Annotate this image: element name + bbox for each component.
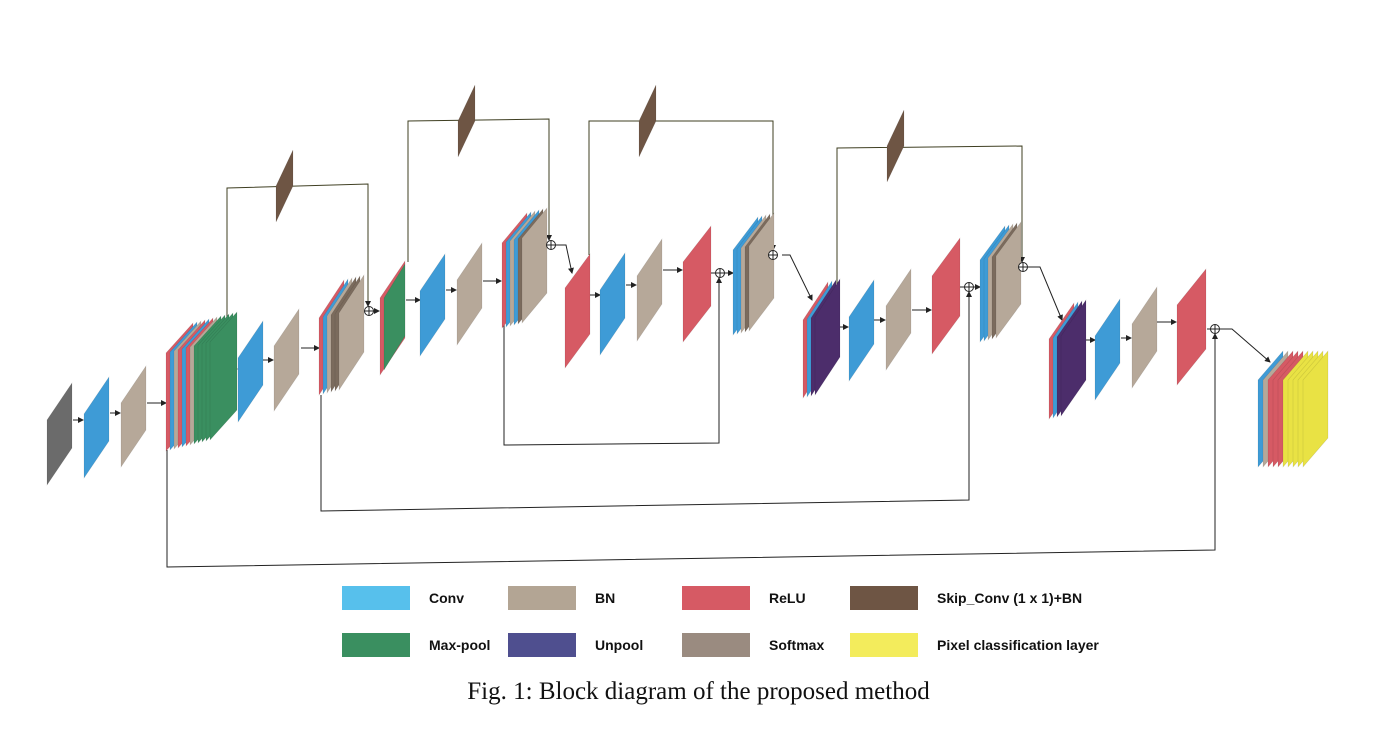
conv-layer xyxy=(1094,298,1121,401)
unpool-stack xyxy=(1060,299,1087,417)
legend-label: Conv xyxy=(429,590,464,606)
block-stack xyxy=(521,207,548,324)
forward-arrow xyxy=(782,254,813,301)
sum-node-icon xyxy=(768,250,778,260)
pixel-classification-stack xyxy=(1302,350,1329,468)
encoder-stack xyxy=(209,311,238,441)
conv-layer xyxy=(848,279,875,382)
conv-layer xyxy=(599,252,626,356)
block-stack xyxy=(748,212,775,332)
legend-swatch xyxy=(508,633,576,657)
legend-swatch xyxy=(342,633,410,657)
unpool-stack xyxy=(814,277,841,397)
skip-conv-layer xyxy=(275,149,294,223)
legend-swatch xyxy=(682,586,750,610)
block-stack xyxy=(338,273,365,392)
skip-connection-line xyxy=(836,145,1025,285)
legend-label: BN xyxy=(595,590,615,606)
legend-swatch xyxy=(682,633,750,657)
network-blocks xyxy=(46,84,1329,486)
bn-layer xyxy=(120,365,147,468)
residual-connection-line xyxy=(503,277,722,446)
bn-layer xyxy=(1131,286,1158,389)
bn-layer xyxy=(885,268,912,371)
forward-arrow xyxy=(1220,328,1271,363)
input-layer xyxy=(46,382,73,486)
legend-label: ReLU xyxy=(769,590,806,606)
bn-layer xyxy=(456,242,483,346)
sum-node-icon xyxy=(1018,262,1028,272)
conv-layer xyxy=(419,253,446,357)
figure-caption: Fig. 1: Block diagram of the proposed me… xyxy=(467,678,930,705)
legend-label: Pixel classification layer xyxy=(937,637,1099,653)
conv-layer xyxy=(237,320,264,423)
skip-conv-layer xyxy=(457,84,476,158)
relu-layer xyxy=(931,237,961,355)
sum-node-icon xyxy=(546,240,556,250)
bn-layer xyxy=(273,308,300,412)
skip-conv-layer xyxy=(638,84,657,158)
sum-node-icon xyxy=(964,282,974,292)
forward-arrow xyxy=(555,244,574,274)
sum-node-icon xyxy=(1210,324,1220,334)
skip-connection-line xyxy=(588,120,776,255)
skip-connection-line xyxy=(226,183,371,325)
legend-label: Softmax xyxy=(769,637,824,653)
sum-nodes xyxy=(364,240,1220,334)
sum-node-icon xyxy=(364,306,374,316)
connection-lines xyxy=(73,118,1271,568)
legend: Conv BN ReLU Skip_Conv (1 x 1)+BN Max-pool Un… xyxy=(342,586,1099,657)
legend-swatch xyxy=(850,586,918,610)
relu-layer xyxy=(1176,268,1207,386)
legend-swatch xyxy=(508,586,576,610)
relu-layer xyxy=(682,225,712,343)
legend-label: Max-pool xyxy=(429,637,490,653)
legend-swatch xyxy=(850,633,918,657)
forward-arrow xyxy=(1028,266,1063,321)
max-pool-layer xyxy=(383,262,406,372)
skip-connection-line xyxy=(407,118,552,262)
block-stack xyxy=(995,221,1022,339)
sum-node-icon xyxy=(715,268,725,278)
conv-layer xyxy=(83,376,110,479)
residual-connection-line xyxy=(320,291,972,512)
skip-conv-layer xyxy=(886,109,905,183)
bn-layer xyxy=(636,238,663,342)
legend-label: Unpool xyxy=(595,637,643,653)
legend-label: Skip_Conv (1 x 1)+BN xyxy=(937,590,1082,606)
relu-layer xyxy=(564,253,591,369)
legend-swatch xyxy=(342,586,410,610)
residual-connection-line xyxy=(166,333,1218,568)
